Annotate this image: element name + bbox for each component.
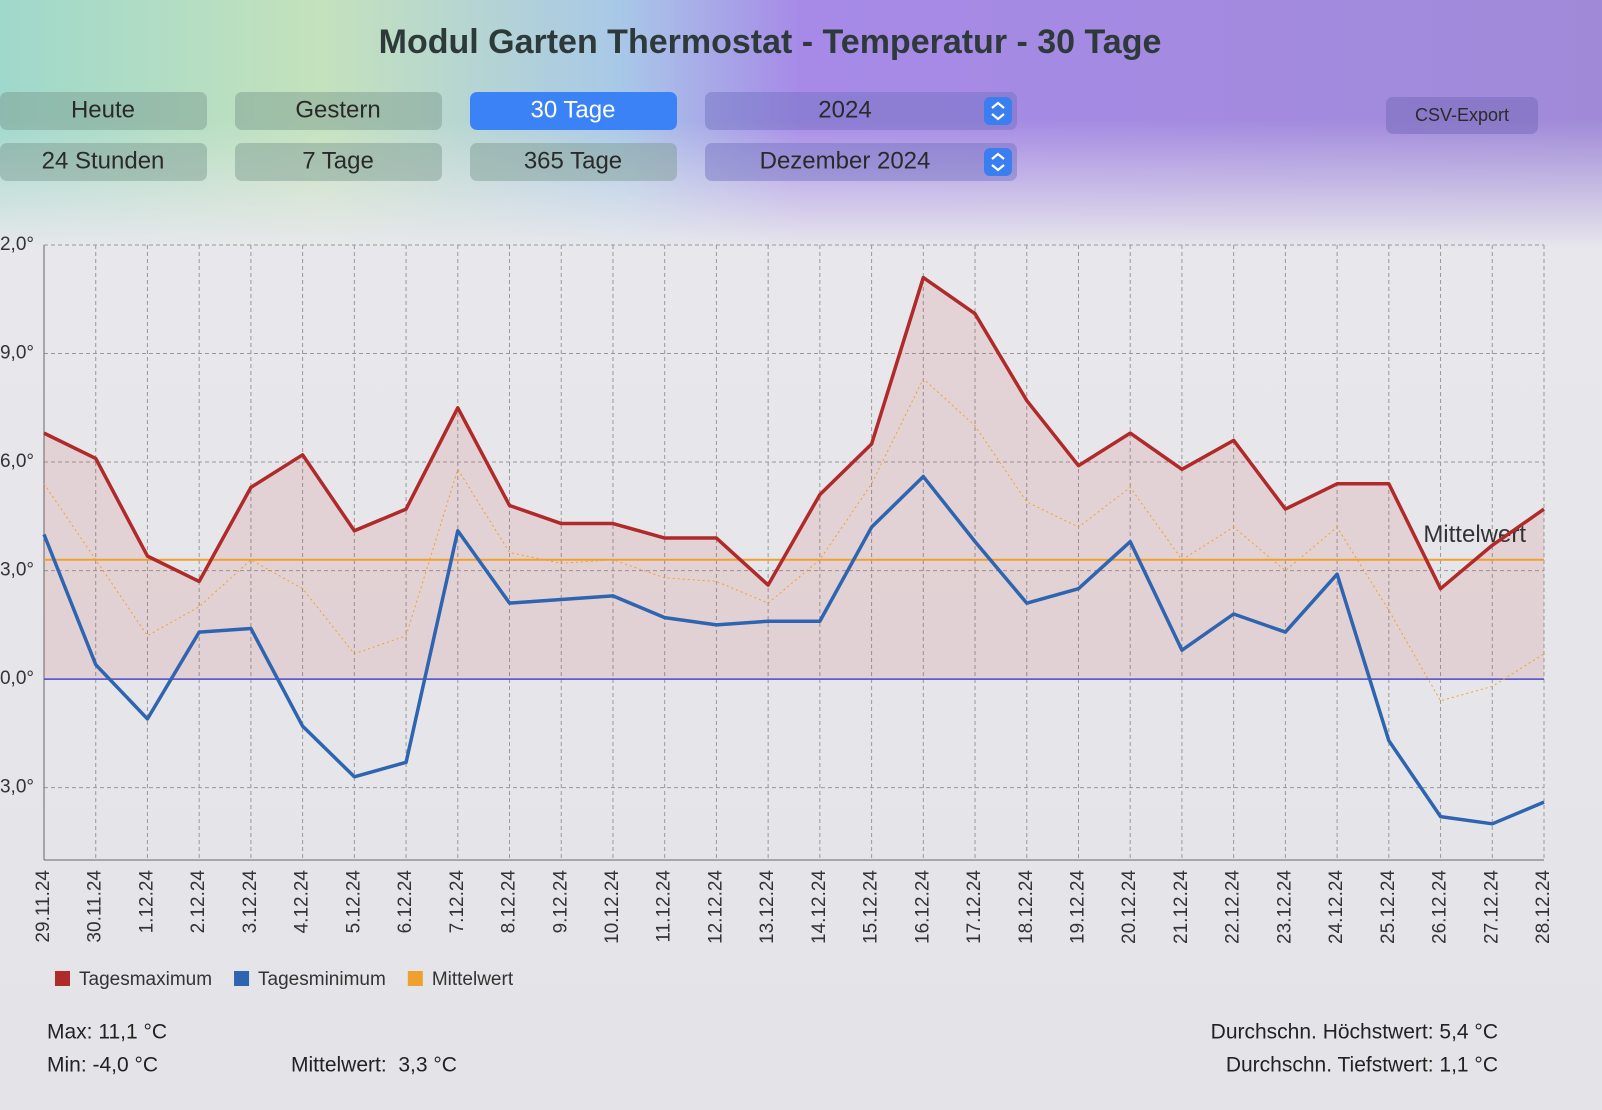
stat-avg-high: Durchschn. Höchstwert: 5,4 °C [1211,1021,1498,1044]
y-tick-label: 3,0° [0,560,34,581]
x-tick-label: 30.11.24 [85,870,106,943]
button-bg [0,143,207,181]
x-tick-label: 28.12.24 [1533,870,1554,944]
x-tick-label: 10.12.24 [602,870,623,944]
x-tick-label: 3.12.24 [240,870,261,934]
x-tick-label: 4.12.24 [292,870,313,934]
button-label: Heute [71,96,135,123]
x-tick-label: 19.12.24 [1067,870,1088,944]
x-tick-label: 7.12.24 [447,870,468,934]
button-bg [235,92,442,130]
button-label: 7 Tage [302,147,374,174]
button-label: CSV-Export [1415,105,1509,125]
x-tick-label: 20.12.24 [1119,870,1140,944]
legend-label: Mittelwert [432,969,514,990]
y-tick-label: -3,0° [0,777,34,798]
legend-label: Tagesmaximum [79,969,212,990]
x-tick-label: 8.12.24 [499,870,520,934]
x-tick-label: 25.12.24 [1378,870,1399,944]
csv-button[interactable]: CSV-Export [1386,97,1538,134]
x-tick-label: 17.12.24 [964,870,985,944]
select-arrow-bg [984,97,1012,125]
x-tick-label: 16.12.24 [912,870,933,944]
tab-button[interactable]: 24 Stunden [0,143,207,181]
button-label: 365 Tage [524,147,622,174]
x-tick-label: 23.12.24 [1274,870,1295,944]
button-bg [1386,97,1538,134]
x-tick-label: 29.11.24 [33,870,54,943]
select[interactable]: 2024 [705,92,1017,130]
button-bg [470,92,677,130]
stat-min: Min: -4,0 °C [47,1054,158,1077]
x-tick-label: 11.12.24 [654,870,675,943]
legend-swatch [55,971,70,986]
x-tick-label: 9.12.24 [550,870,571,934]
x-tick-label: 13.12.24 [757,870,778,944]
x-tick-label: 14.12.24 [809,870,830,944]
button-bg [0,92,207,130]
tab-button[interactable]: Heute [0,92,207,130]
tab-button[interactable]: Gestern [235,92,442,130]
tab-button[interactable]: 30 Tage [470,92,677,130]
x-tick-label: 21.12.24 [1171,870,1192,944]
button-label: 24 Stunden [42,147,165,174]
y-tick-label: 12,0° [0,234,34,255]
select[interactable]: Dezember 2024 [705,143,1017,181]
legend-swatch [407,971,423,986]
series-line [43,275,1546,591]
select-bg [705,143,1017,181]
stat-max: Max: 11,1 °C [47,1021,167,1044]
legend-label: Tagesminimum [258,969,386,990]
button-label: 30 Tage [531,96,616,123]
x-tick-label: 6.12.24 [395,870,416,934]
x-tick-label: 18.12.24 [1016,870,1037,944]
select-arrow-bg [984,148,1012,176]
max-area [44,277,1544,680]
series-line [42,474,1545,826]
x-tick-label: 12.12.24 [705,870,726,944]
button-label: Gestern [295,96,380,123]
select-arrow [991,101,1005,121]
button-bg [470,143,677,181]
stat-mean: Mittelwert: 3,3 °C [291,1054,457,1077]
y-tick-label: 0,0° [0,668,34,689]
x-tick-label: 5.12.24 [343,870,364,934]
stat-avg-low: Durchschn. Tiefstwert: 1,1 °C [1226,1054,1498,1077]
x-tick-label: 2.12.24 [188,870,209,934]
y-tick-label: 6,0° [0,451,34,472]
tab-button[interactable]: 365 Tage [470,143,677,181]
page-title: Modul Garten Thermostat - Temperatur - 3… [379,23,1162,61]
select-label: 2024 [818,96,871,123]
x-tick-label: 27.12.24 [1481,870,1502,944]
x-tick-label: 22.12.24 [1223,870,1244,944]
x-tick-label: 15.12.24 [861,870,882,944]
select-arrow [991,152,1005,172]
x-tick-label: 26.12.24 [1430,870,1451,944]
legend-swatch [234,971,250,986]
tab-button[interactable]: 7 Tage [235,143,442,181]
select-label: Dezember 2024 [760,147,931,174]
y-tick-label: 9,0° [0,343,34,364]
select-bg [705,92,1017,130]
x-tick-label: 24.12.24 [1326,870,1347,944]
button-bg [235,143,442,181]
x-tick-label: 1.12.24 [136,870,157,934]
mean-line-label: Mittelwert [1423,521,1526,548]
